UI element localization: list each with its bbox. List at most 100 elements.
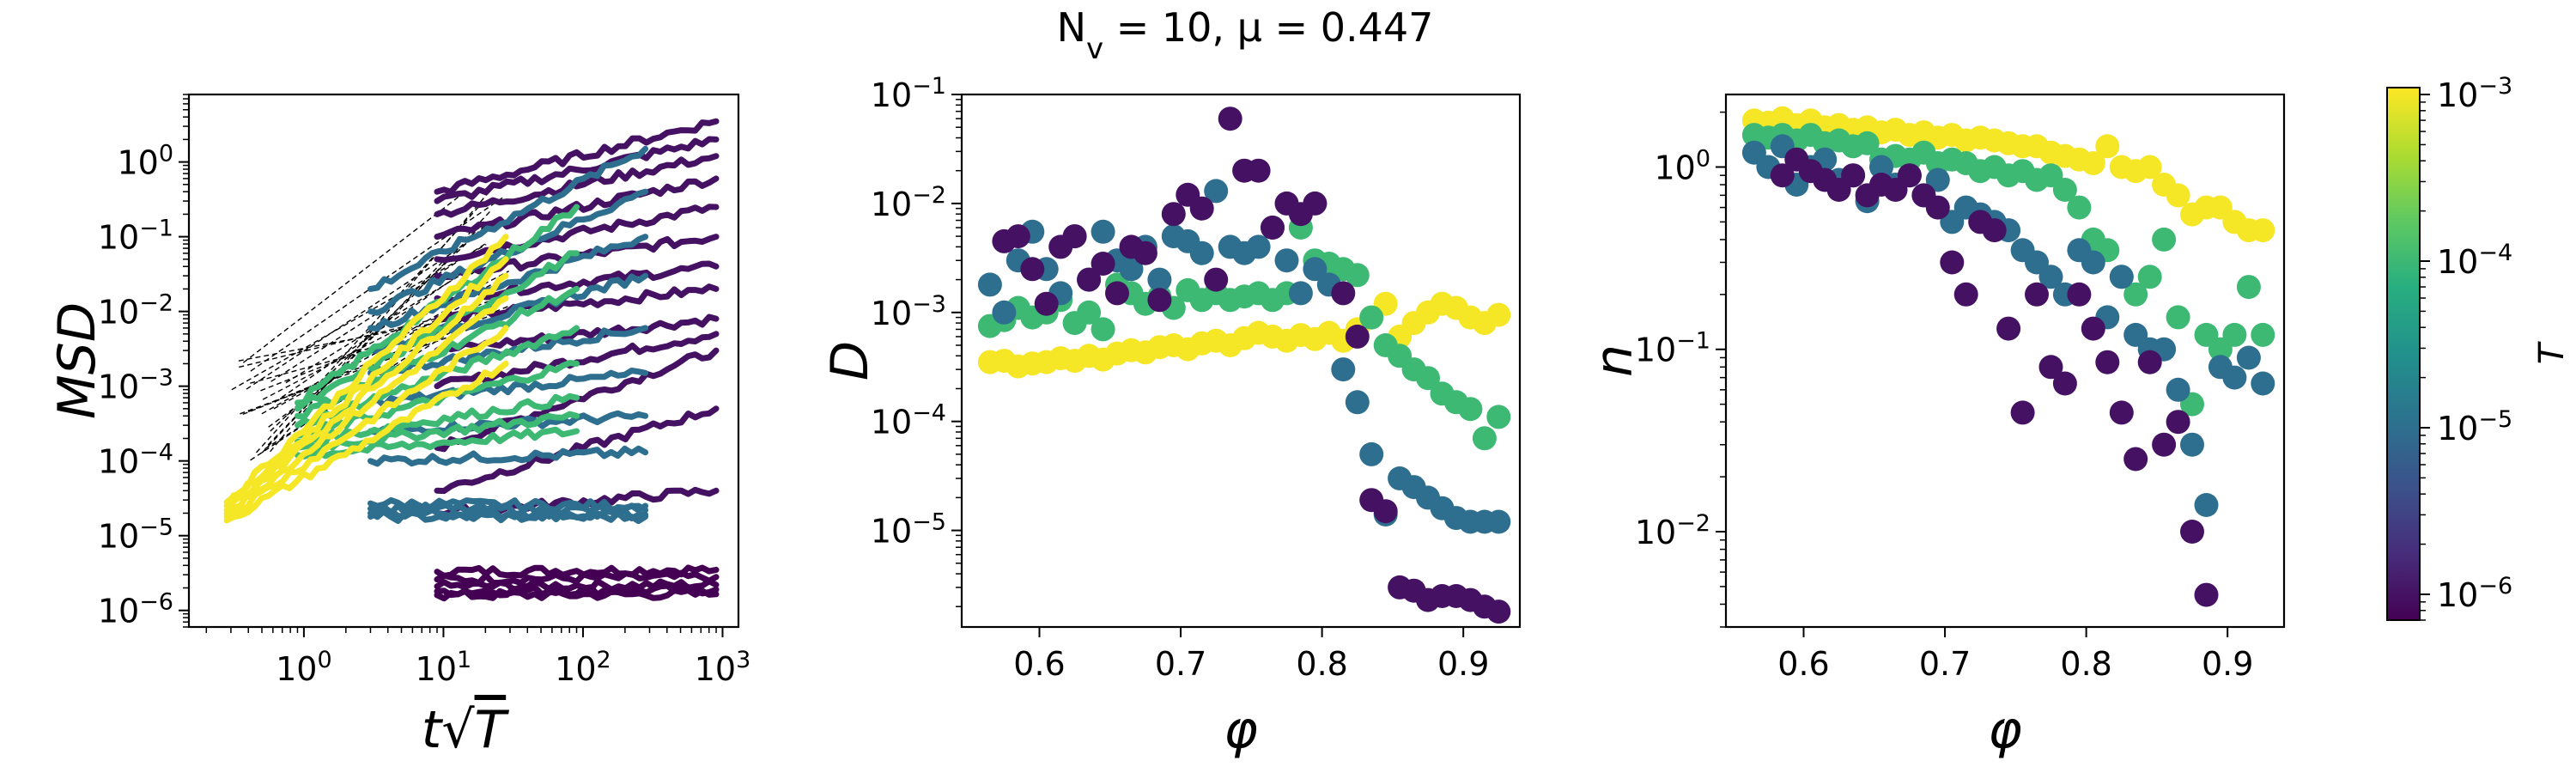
exponent-point xyxy=(2095,134,2120,159)
diffusion-plot-area xyxy=(977,107,1511,624)
msd-curve xyxy=(368,508,649,525)
exponent-point xyxy=(2052,178,2077,202)
y-tick-label: 10−1 xyxy=(98,215,173,257)
msd-curve xyxy=(295,250,580,412)
x-tick-label: 0.6 xyxy=(1777,645,1829,683)
msd-ylabel: MSD xyxy=(47,302,107,419)
exponent-point xyxy=(2081,316,2105,341)
diffusion-point xyxy=(1359,305,1384,330)
fit-line xyxy=(273,305,463,410)
colorbar-tick-label: 10−3 xyxy=(2437,73,2512,115)
exponent-frame xyxy=(1724,93,2286,629)
exponent-point xyxy=(2251,371,2275,396)
exponent-plot-area xyxy=(1741,106,2275,607)
exponent-xlabel: φ xyxy=(1988,700,2022,760)
y-tick-label: 100 xyxy=(1654,145,1710,187)
exponent-point xyxy=(2166,377,2190,402)
exponent-point xyxy=(2194,493,2219,517)
diffusion-point xyxy=(1161,202,1186,227)
exponent-point xyxy=(1869,155,1893,180)
exponent-point xyxy=(2251,322,2275,347)
exponent-point xyxy=(1897,163,1922,188)
exponent-point xyxy=(2180,520,2204,544)
diffusion-point xyxy=(1077,267,1102,292)
msd-curve xyxy=(368,145,649,292)
colorbar-tick-label: 10−6 xyxy=(2437,572,2512,614)
exponent-point xyxy=(1841,163,1866,188)
y-tick-label: 100 xyxy=(117,140,173,182)
exponent-point xyxy=(2095,350,2120,374)
colorbar-frame xyxy=(2386,87,2421,621)
msd-curve xyxy=(295,411,580,452)
exponent-point xyxy=(2109,265,2134,289)
diffusion-point xyxy=(1246,234,1271,259)
exponent-point xyxy=(2152,432,2177,457)
exponent-point xyxy=(1925,195,1950,220)
diffusion-panel: 0.6 0.7 0.8 0.9 10−5 10−4 10−3 10−2 10−1 φ D xyxy=(820,73,1522,760)
msd-curve xyxy=(434,204,720,264)
y-tick-label: 10−2 xyxy=(871,181,946,223)
exponent-point xyxy=(2038,265,2063,289)
diffusion-point xyxy=(1486,600,1511,624)
msd-xlabel: t√T xyxy=(422,700,510,760)
diffusion-point xyxy=(1303,191,1327,216)
diffusion-point xyxy=(1204,179,1229,204)
msd-curve xyxy=(368,368,649,409)
msd-curve xyxy=(434,153,720,218)
x-tick-label: 100 xyxy=(276,647,332,689)
x-tick-label: 0.6 xyxy=(1013,645,1065,683)
colorbar-gradient xyxy=(2387,88,2420,620)
diffusion-point xyxy=(1147,288,1172,313)
exponent-point xyxy=(1925,167,1950,192)
fit-line xyxy=(274,267,470,403)
y-tick-label: 10−1 xyxy=(1635,327,1710,369)
exponent-point xyxy=(2166,183,2190,208)
fit-line xyxy=(255,202,483,453)
msd-curve xyxy=(223,234,509,506)
diffusion-point xyxy=(1091,252,1115,276)
diffusion-point xyxy=(1303,257,1327,282)
msd-curve xyxy=(295,285,580,420)
exponent-point xyxy=(2123,447,2148,472)
exponent-point xyxy=(2137,350,2162,374)
x-tick-label: 0.8 xyxy=(1296,645,1347,683)
diffusion-point xyxy=(1091,317,1115,342)
diffusion-point xyxy=(1274,248,1299,273)
diffusion-ylabel: D xyxy=(820,341,880,380)
exponent-point xyxy=(2067,195,2092,220)
fit-line xyxy=(262,270,509,400)
x-tick-label: 102 xyxy=(555,647,611,689)
y-tick-label: 10−6 xyxy=(98,588,173,630)
diffusion-point xyxy=(1204,267,1229,292)
exponent-point xyxy=(2236,275,2261,300)
diffusion-point xyxy=(1345,324,1370,349)
x-tick-label: 0.9 xyxy=(1437,645,1489,683)
msd-panel: 100 101 102 103 10−6 10−5 10−4 10−3 10−2 10−1 100 t… xyxy=(47,93,750,760)
diffusion-point xyxy=(1020,257,1045,282)
diffusion-point xyxy=(1105,281,1129,306)
y-tick-label: 10−2 xyxy=(1635,510,1710,552)
exponent-point xyxy=(2166,305,2190,330)
fit-line xyxy=(231,244,487,391)
exponent-point xyxy=(2152,227,2177,252)
diffusion-point xyxy=(1062,224,1087,249)
diffusion-point xyxy=(1133,240,1157,265)
msd-curve xyxy=(223,256,509,509)
diffusion-point xyxy=(1189,196,1214,221)
x-tick-label: 0.9 xyxy=(2202,645,2253,683)
diffusion-point xyxy=(1373,499,1398,524)
diffusion-point xyxy=(1359,441,1384,466)
exponent-point xyxy=(2038,355,2063,380)
y-tick-label: 10−4 xyxy=(871,399,946,441)
exponent-point xyxy=(2081,151,2105,175)
diffusion-point xyxy=(1345,263,1370,288)
exponent-point xyxy=(2109,400,2134,425)
diffusion-point xyxy=(1486,302,1511,327)
diffusion-point xyxy=(1331,281,1356,306)
y-tick-label: 10−2 xyxy=(98,289,173,332)
diffusion-point xyxy=(1091,219,1115,244)
msd-frame xyxy=(187,93,740,629)
diffusion-point xyxy=(1119,257,1144,282)
msd-curve xyxy=(368,234,649,332)
